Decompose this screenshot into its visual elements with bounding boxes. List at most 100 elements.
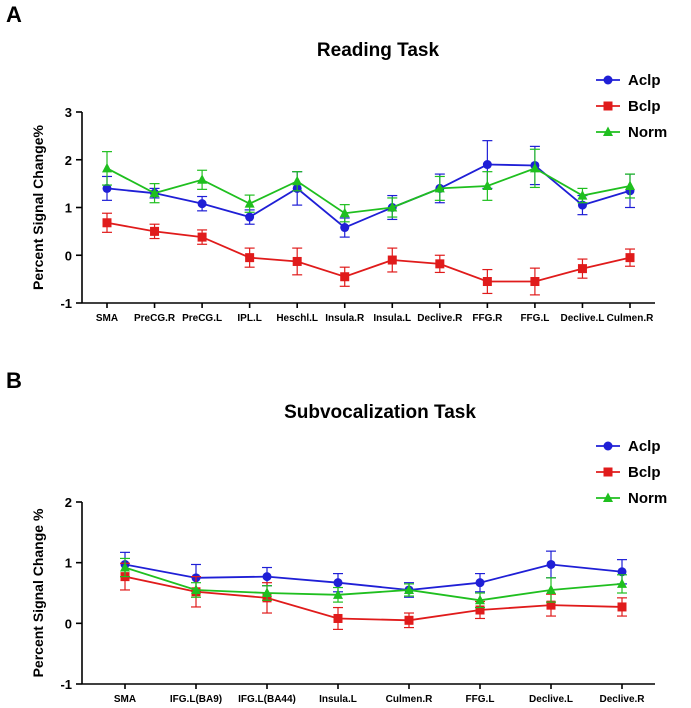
data-point	[475, 578, 485, 588]
data-point	[245, 253, 255, 263]
chart-panel-b: B Subvocalization Task Percent Signal Chan…	[6, 368, 667, 705]
data-point	[482, 160, 492, 170]
data-point	[262, 587, 272, 597]
series-norm	[102, 148, 635, 223]
x-tick-label: IFG.L(BA9)	[170, 694, 222, 705]
legend-label: Bclp	[628, 464, 661, 481]
legend-entry-bclp: Bclp	[596, 464, 661, 481]
data-point	[333, 589, 343, 599]
data-point	[404, 615, 414, 625]
x-tick-label: Heschl.L	[276, 313, 318, 324]
x-tick-label: FFG.R	[472, 313, 503, 324]
data-point	[191, 584, 201, 594]
legend-marker	[603, 467, 613, 477]
series-line	[124, 563, 623, 591]
data-point	[292, 256, 302, 266]
data-point	[197, 232, 207, 242]
data-point	[340, 272, 350, 282]
data-point	[617, 578, 627, 588]
series-line	[106, 167, 631, 215]
x-tick-label: Declive.L	[529, 694, 573, 705]
legend-marker	[603, 492, 613, 502]
y-axis-label: Percent Signal Change%	[30, 124, 46, 289]
x-tick-label: Culmen.R	[607, 313, 654, 324]
x-tick-label: Insula.L	[373, 313, 411, 324]
x-tick-label: IFG.L(BA44)	[238, 694, 296, 705]
y-axis-label: Percent Signal Change %	[30, 508, 46, 677]
chart-panel-a: A Reading Task Percent Signal Change% -1 0 1 2…	[6, 2, 667, 324]
y-tick-label: -1	[60, 296, 72, 311]
data-point	[245, 212, 255, 222]
legend-label: Norm	[628, 124, 667, 141]
data-point	[482, 277, 492, 287]
data-point	[482, 180, 493, 191]
series-line	[124, 575, 623, 622]
legend-marker	[603, 75, 613, 85]
data-point	[529, 162, 540, 173]
series-line	[106, 163, 631, 229]
series-line	[106, 221, 631, 283]
y-tick-label: 0	[65, 616, 72, 631]
data-point	[340, 223, 350, 233]
x-tick-label: Declive.R	[599, 694, 645, 705]
legend-marker	[603, 441, 613, 451]
data-point	[292, 175, 303, 186]
y-tick-label: -1	[60, 677, 72, 692]
chart-title: Reading Task	[317, 40, 440, 61]
y-tick-label: 3	[65, 105, 72, 120]
data-point	[150, 226, 160, 236]
y-tick-label: 1	[65, 201, 72, 216]
legend-entry-bclp: Bclp	[596, 98, 661, 115]
data-point	[434, 182, 445, 193]
data-point	[435, 259, 445, 269]
x-tick-label: Culmen.R	[386, 694, 433, 705]
data-point	[387, 255, 397, 265]
panel-label: A	[6, 2, 22, 27]
data-point	[387, 202, 398, 212]
y-tick-label: 2	[65, 153, 72, 168]
x-tick-label: PreCG.R	[134, 313, 176, 324]
y-tick-label: 2	[65, 495, 72, 510]
data-point	[149, 187, 160, 198]
data-point	[102, 218, 112, 228]
chart-title: Subvocalization Task	[284, 402, 476, 423]
data-point	[102, 162, 112, 173]
series-line	[124, 566, 623, 602]
data-point	[546, 584, 556, 594]
y-tick-label: 0	[65, 248, 72, 263]
data-point	[617, 602, 627, 612]
data-point	[577, 264, 587, 274]
x-tick-label: FFG.L	[520, 313, 549, 324]
data-point	[197, 199, 207, 209]
x-tick-label: Insula.R	[325, 313, 365, 324]
x-tick-label: Declive.R	[417, 313, 463, 324]
series-norm	[120, 557, 627, 609]
x-tick-label: SMA	[96, 313, 118, 324]
data-point	[244, 198, 255, 208]
series-bclp	[102, 212, 635, 296]
y-tick-label: 1	[65, 556, 72, 571]
data-point	[333, 578, 343, 588]
data-point	[530, 277, 540, 287]
legend-label: Aclp	[628, 72, 661, 89]
data-point	[197, 174, 208, 184]
data-point	[546, 559, 556, 569]
legend-marker	[603, 126, 613, 136]
x-tick-label: FFG.L	[466, 694, 495, 705]
legend-label: Aclp	[628, 438, 661, 455]
x-tick-label: PreCG.L	[182, 313, 222, 324]
legend-marker	[603, 101, 613, 111]
legend-label: Norm	[628, 490, 667, 507]
x-tick-label: Declive.L	[560, 313, 604, 324]
data-point	[625, 180, 635, 191]
data-point	[617, 567, 627, 577]
legend-entry-norm: Norm	[596, 490, 667, 507]
data-point	[339, 207, 350, 218]
data-point	[333, 613, 343, 623]
panel-label: B	[6, 368, 22, 393]
data-point	[546, 600, 556, 610]
data-point	[404, 584, 414, 594]
data-point	[475, 605, 485, 615]
